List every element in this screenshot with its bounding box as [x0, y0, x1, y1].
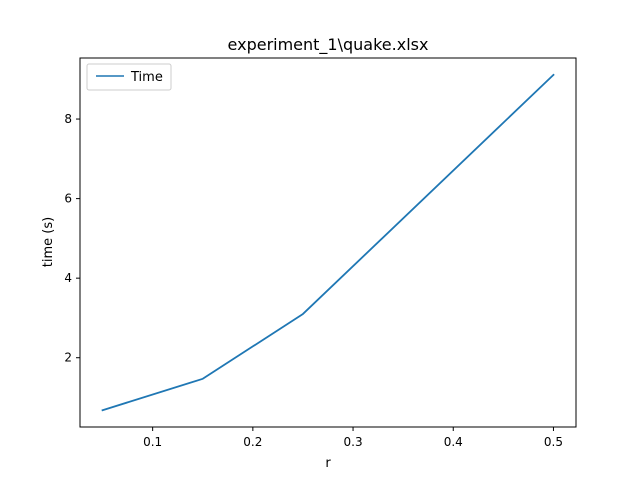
legend-label-time: Time [130, 70, 163, 85]
y-axis-label: time (s) [41, 217, 56, 267]
x-tick-label: 0.3 [344, 435, 363, 449]
y-axis-ticks: 2 4 6 8 [64, 112, 80, 365]
y-tick-label: 6 [64, 192, 72, 206]
series-layer [101, 73, 555, 412]
chart-title: experiment_1\quake.xlsx [228, 35, 429, 55]
legend: Time [86, 63, 172, 91]
axes-frame [79, 57, 577, 428]
x-axis-label: r [325, 456, 331, 471]
x-tick-label: 0.2 [243, 435, 262, 449]
x-tick-label: 0.1 [143, 435, 162, 449]
x-tick-label: 0.5 [544, 435, 563, 449]
plot-area [79, 57, 577, 428]
y-tick-label: 8 [64, 112, 72, 126]
series-line-time [101, 73, 555, 412]
legend-box [86, 63, 172, 91]
x-tick-label: 0.4 [444, 435, 463, 449]
y-tick-label: 2 [64, 351, 72, 365]
x-axis-ticks: 0.1 0.2 0.3 0.4 0.5 [143, 427, 563, 449]
y-tick-label: 4 [64, 271, 72, 285]
